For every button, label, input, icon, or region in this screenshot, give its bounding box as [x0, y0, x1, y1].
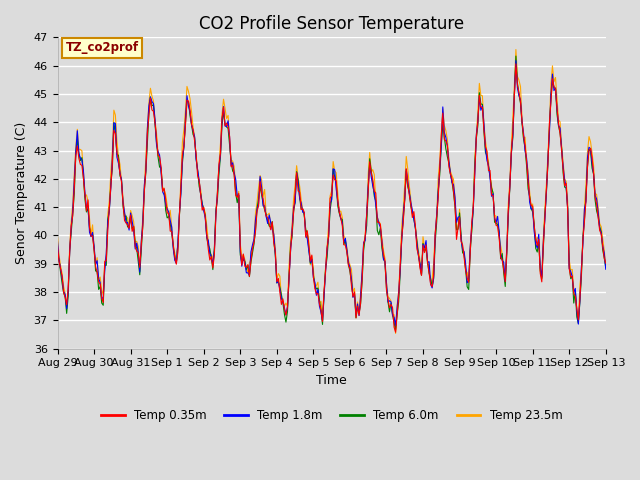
Title: CO2 Profile Sensor Temperature: CO2 Profile Sensor Temperature	[199, 15, 464, 33]
X-axis label: Time: Time	[316, 374, 347, 387]
Text: TZ_co2prof: TZ_co2prof	[66, 41, 139, 54]
Legend: Temp 0.35m, Temp 1.8m, Temp 6.0m, Temp 23.5m: Temp 0.35m, Temp 1.8m, Temp 6.0m, Temp 2…	[96, 405, 567, 427]
Y-axis label: Senor Temperature (C): Senor Temperature (C)	[15, 122, 28, 264]
